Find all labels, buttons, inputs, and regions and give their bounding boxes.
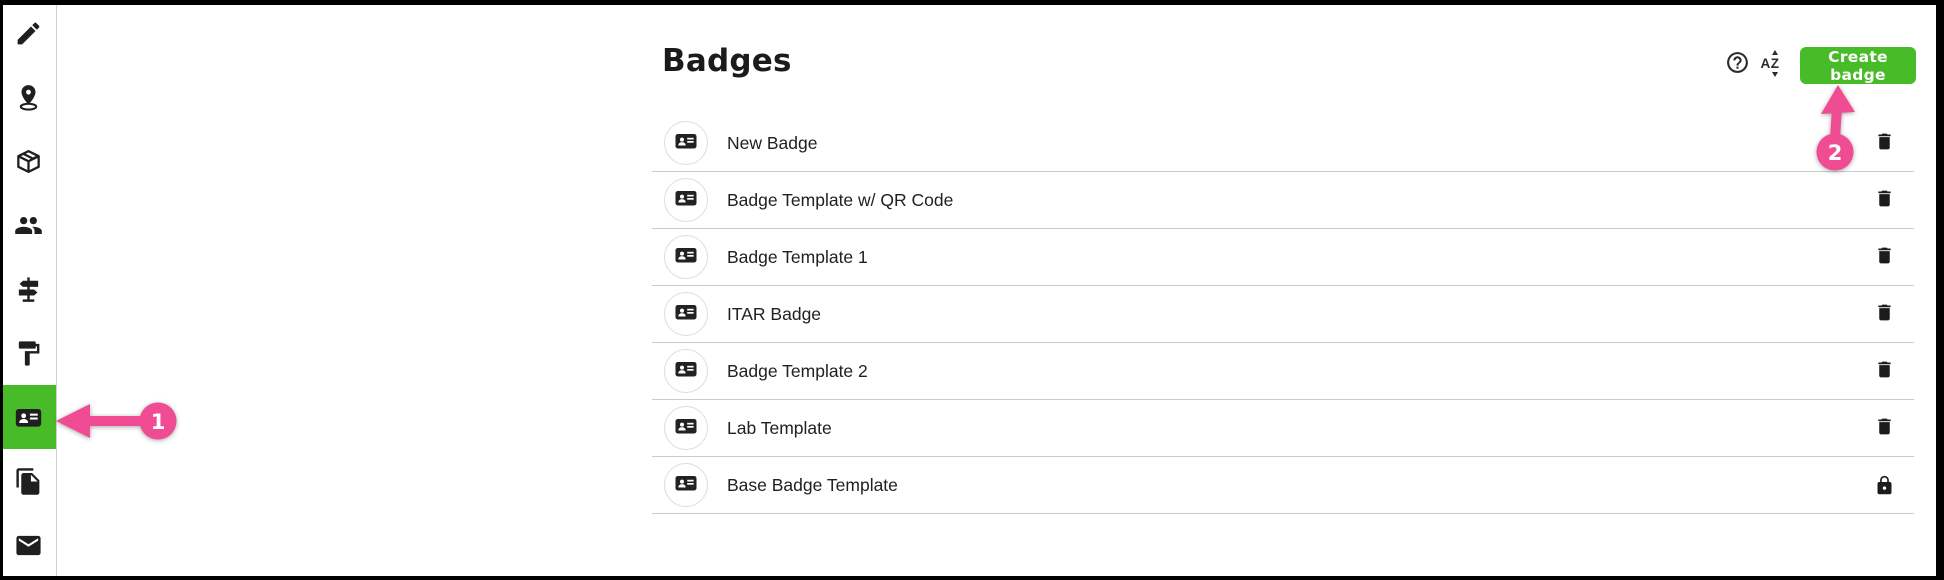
sidebar-item-messages[interactable]: [0, 513, 56, 577]
annotation-1-circle: [139, 402, 177, 440]
annotation-2-circle: [1816, 133, 1854, 171]
pen-icon: [14, 19, 43, 48]
badge-name: Badge Template w/ QR Code: [727, 189, 954, 210]
delete-badge-button[interactable]: [1872, 245, 1896, 269]
badge-name: Lab Template: [727, 417, 832, 438]
badge-row[interactable]: Badge Template w/ QR Code: [652, 172, 1914, 229]
badge-row[interactable]: ITAR Badge: [652, 286, 1914, 343]
trash-icon: [1874, 188, 1895, 212]
annotation-2-number: 2: [1828, 141, 1843, 165]
sidebar-item-edit[interactable]: [0, 1, 56, 65]
annotation-2: 2: [1816, 85, 1855, 171]
sidebar: [0, 0, 57, 580]
id-card-icon: [674, 300, 698, 329]
badge-list: New Badge Badge Template w/ QR Code Badge …: [652, 115, 1914, 514]
delete-badge-button[interactable]: [1872, 359, 1896, 383]
badge-row[interactable]: Base Badge Template: [652, 457, 1914, 514]
sidebar-item-paint[interactable]: [0, 321, 56, 385]
annotation-1-arrow: [56, 404, 90, 438]
badge-name: New Badge: [727, 132, 818, 153]
badge-avatar: [664, 463, 708, 507]
badge-row[interactable]: Lab Template: [652, 400, 1914, 457]
badge-row[interactable]: New Badge: [652, 115, 1914, 172]
id-card-icon: [674, 471, 698, 500]
sidebar-item-documents[interactable]: [0, 449, 56, 513]
annotation-2-arrow: [1821, 85, 1855, 114]
create-badge-button[interactable]: Create badge: [1800, 47, 1916, 84]
sort-alphabetical-button[interactable]: AZ: [1756, 49, 1784, 77]
delete-badge-button[interactable]: [1872, 188, 1896, 212]
annotation-1: 1: [56, 402, 177, 440]
page-title: Badges: [662, 43, 792, 79]
lock-icon: [1872, 475, 1896, 496]
sidebar-item-wayfinding[interactable]: [0, 257, 56, 321]
badge-row[interactable]: Badge Template 1: [652, 229, 1914, 286]
sidebar-item-members[interactable]: [0, 193, 56, 257]
sidebar-item-inventory[interactable]: [0, 129, 56, 193]
sidebar-item-badges[interactable]: [0, 385, 56, 449]
package-icon: [14, 147, 43, 176]
delete-badge-button[interactable]: [1872, 131, 1896, 155]
paint-roller-icon: [14, 339, 43, 368]
badge-avatar: [664, 292, 708, 336]
mail-icon: [14, 531, 43, 560]
help-icon: [1725, 52, 1750, 78]
id-card-icon: [674, 357, 698, 386]
badge-row[interactable]: Badge Template 2: [652, 343, 1914, 400]
badge-name: Base Badge Template: [727, 474, 898, 495]
trash-icon: [1874, 359, 1895, 383]
delete-badge-button[interactable]: [1872, 416, 1896, 440]
badge-avatar: [664, 121, 708, 165]
trash-icon: [1874, 416, 1895, 440]
badge-avatar: [664, 349, 708, 393]
id-card-icon: [674, 414, 698, 443]
location-pin-icon: [14, 83, 43, 112]
signpost-icon: [14, 275, 43, 304]
sort-az-icon: AZ: [1759, 49, 1782, 77]
copy-icon: [14, 467, 43, 496]
people-icon: [14, 211, 43, 240]
trash-icon: [1874, 245, 1895, 269]
annotation-1-number: 1: [151, 410, 166, 434]
id-card-icon: [14, 403, 43, 432]
trash-icon: [1874, 131, 1895, 155]
badge-name: Badge Template 1: [727, 246, 868, 267]
trash-icon: [1874, 302, 1895, 326]
id-card-icon: [674, 186, 698, 215]
badge-name: ITAR Badge: [727, 303, 822, 324]
badge-avatar: [664, 406, 708, 450]
id-card-icon: [674, 243, 698, 272]
badge-name: Badge Template 2: [727, 360, 868, 381]
sidebar-item-locations[interactable]: [0, 65, 56, 129]
badge-avatar: [664, 178, 708, 222]
delete-badge-button[interactable]: [1872, 302, 1896, 326]
help-button[interactable]: [1725, 50, 1750, 75]
id-card-icon: [674, 129, 698, 158]
badge-avatar: [664, 235, 708, 279]
